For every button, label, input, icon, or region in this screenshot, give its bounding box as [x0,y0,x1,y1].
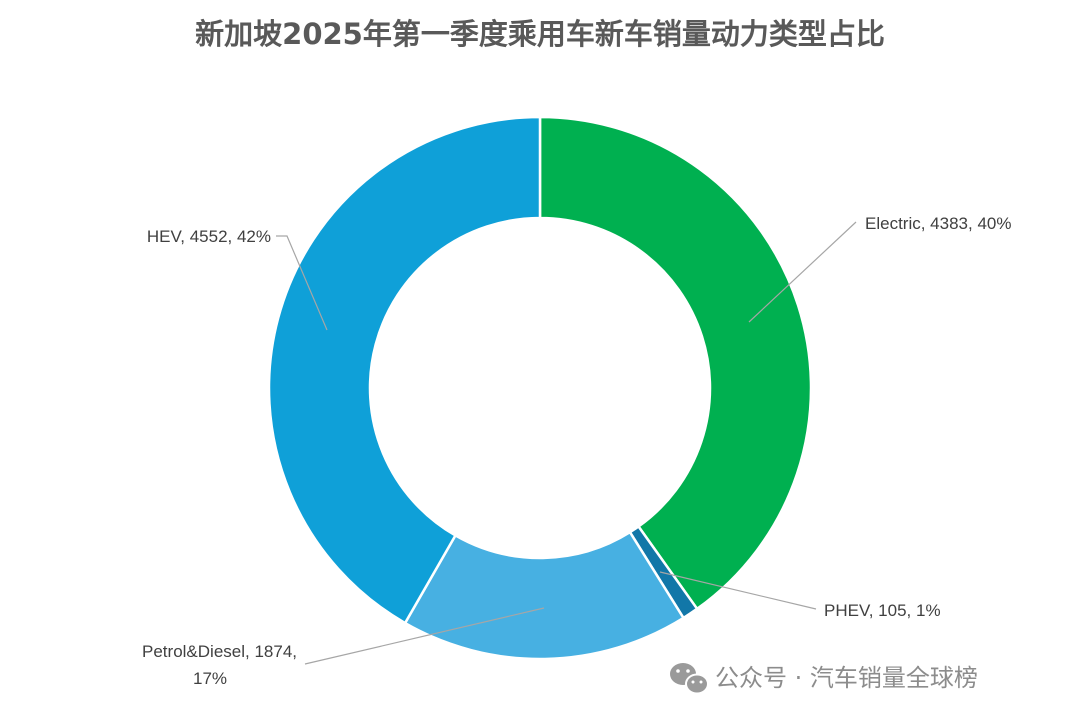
slice-electric [538,115,813,611]
slice-hev [267,115,542,625]
data-label-hev: HEV, 4552, 42% [147,227,271,246]
chart-title: 新加坡2025年第一季度乘用车新车销量动力类型占比 [195,17,885,51]
donut-slices [267,115,813,661]
watermark-text: 公众号 · 汽车销量全球榜 [715,664,978,692]
leader-line-electric [748,221,857,323]
slice-petrol-diesel [403,530,686,661]
wechat-icon [670,663,709,695]
data-label-electric: Electric, 4383, 40% [865,214,1011,233]
leader-line-petrol [304,607,545,665]
leader-line-hev [276,235,328,331]
data-label-petrol-line1: Petrol&Diesel, 1874, [142,642,297,661]
data-label-petrol-line2: 17% [193,669,227,688]
leader-line-phev [659,571,817,610]
watermark: 公众号 · 汽车销量全球榜 [670,663,978,695]
data-label-phev: PHEV, 105, 1% [824,601,941,620]
